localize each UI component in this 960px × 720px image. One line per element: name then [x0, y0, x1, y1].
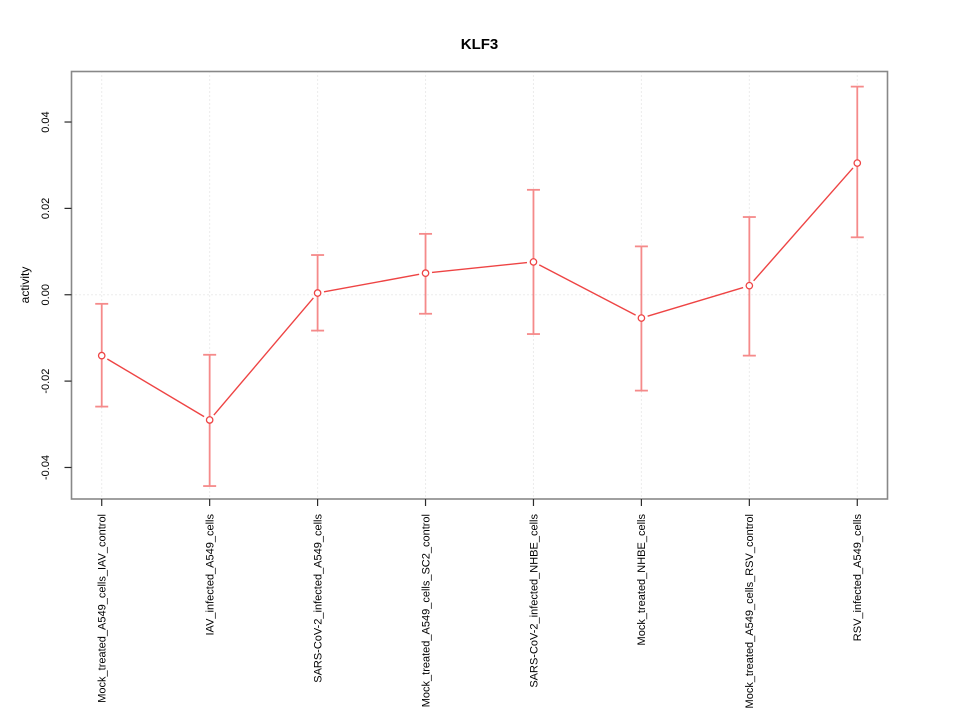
data-point [637, 314, 646, 322]
y-tick-label: 0.00 [40, 284, 52, 305]
data-point [529, 258, 538, 266]
data-point [97, 351, 106, 360]
y-axis-label: activity [18, 267, 32, 304]
axis-tick-labels-group: Mock_treated_A549_cells_IAV_control IAV_i… [40, 111, 864, 708]
data-point [313, 289, 322, 297]
x-category-label: Mock_treated_A549_cells_IAV_control [97, 514, 109, 703]
data-point [205, 416, 214, 424]
x-category-label: IAV_infected_A549_cells [205, 514, 217, 636]
line-segment [106, 358, 205, 418]
line-segment [538, 264, 636, 316]
axis-ticks-group [64, 121, 858, 506]
y-tick-label: -0.04 [40, 455, 52, 480]
x-category-label: Mock_treated_NHBE_cells [636, 514, 648, 646]
line-segment [753, 167, 854, 282]
line-segment [213, 297, 314, 416]
data-point [853, 159, 862, 167]
x-category-label: SARS-CoV-2_infected_NHBE_cells [528, 514, 540, 688]
x-category-label: SARS-CoV-2_infected_A549_cells [312, 514, 324, 683]
data-point [745, 281, 754, 290]
gridlines-group [71, 71, 888, 499]
data-point [421, 269, 430, 278]
y-tick-label: 0.04 [40, 111, 52, 132]
line-segment [431, 261, 528, 274]
y-tick-label: -0.02 [40, 369, 52, 394]
x-category-label: RSV_infected_A549_cells [852, 514, 864, 642]
series-line-group [106, 167, 854, 418]
plot-border [70, 70, 889, 500]
line-segment [323, 273, 420, 293]
y-tick-label: 0.02 [40, 198, 52, 219]
line-segment [647, 286, 744, 317]
chart-title: KLF3 [461, 36, 499, 53]
x-category-label: Mock_treated_A549_cells_SC2_control [420, 514, 432, 707]
data-points-group [97, 159, 862, 424]
x-category-label: Mock_treated_A549_cells_RSV_control [744, 514, 756, 708]
